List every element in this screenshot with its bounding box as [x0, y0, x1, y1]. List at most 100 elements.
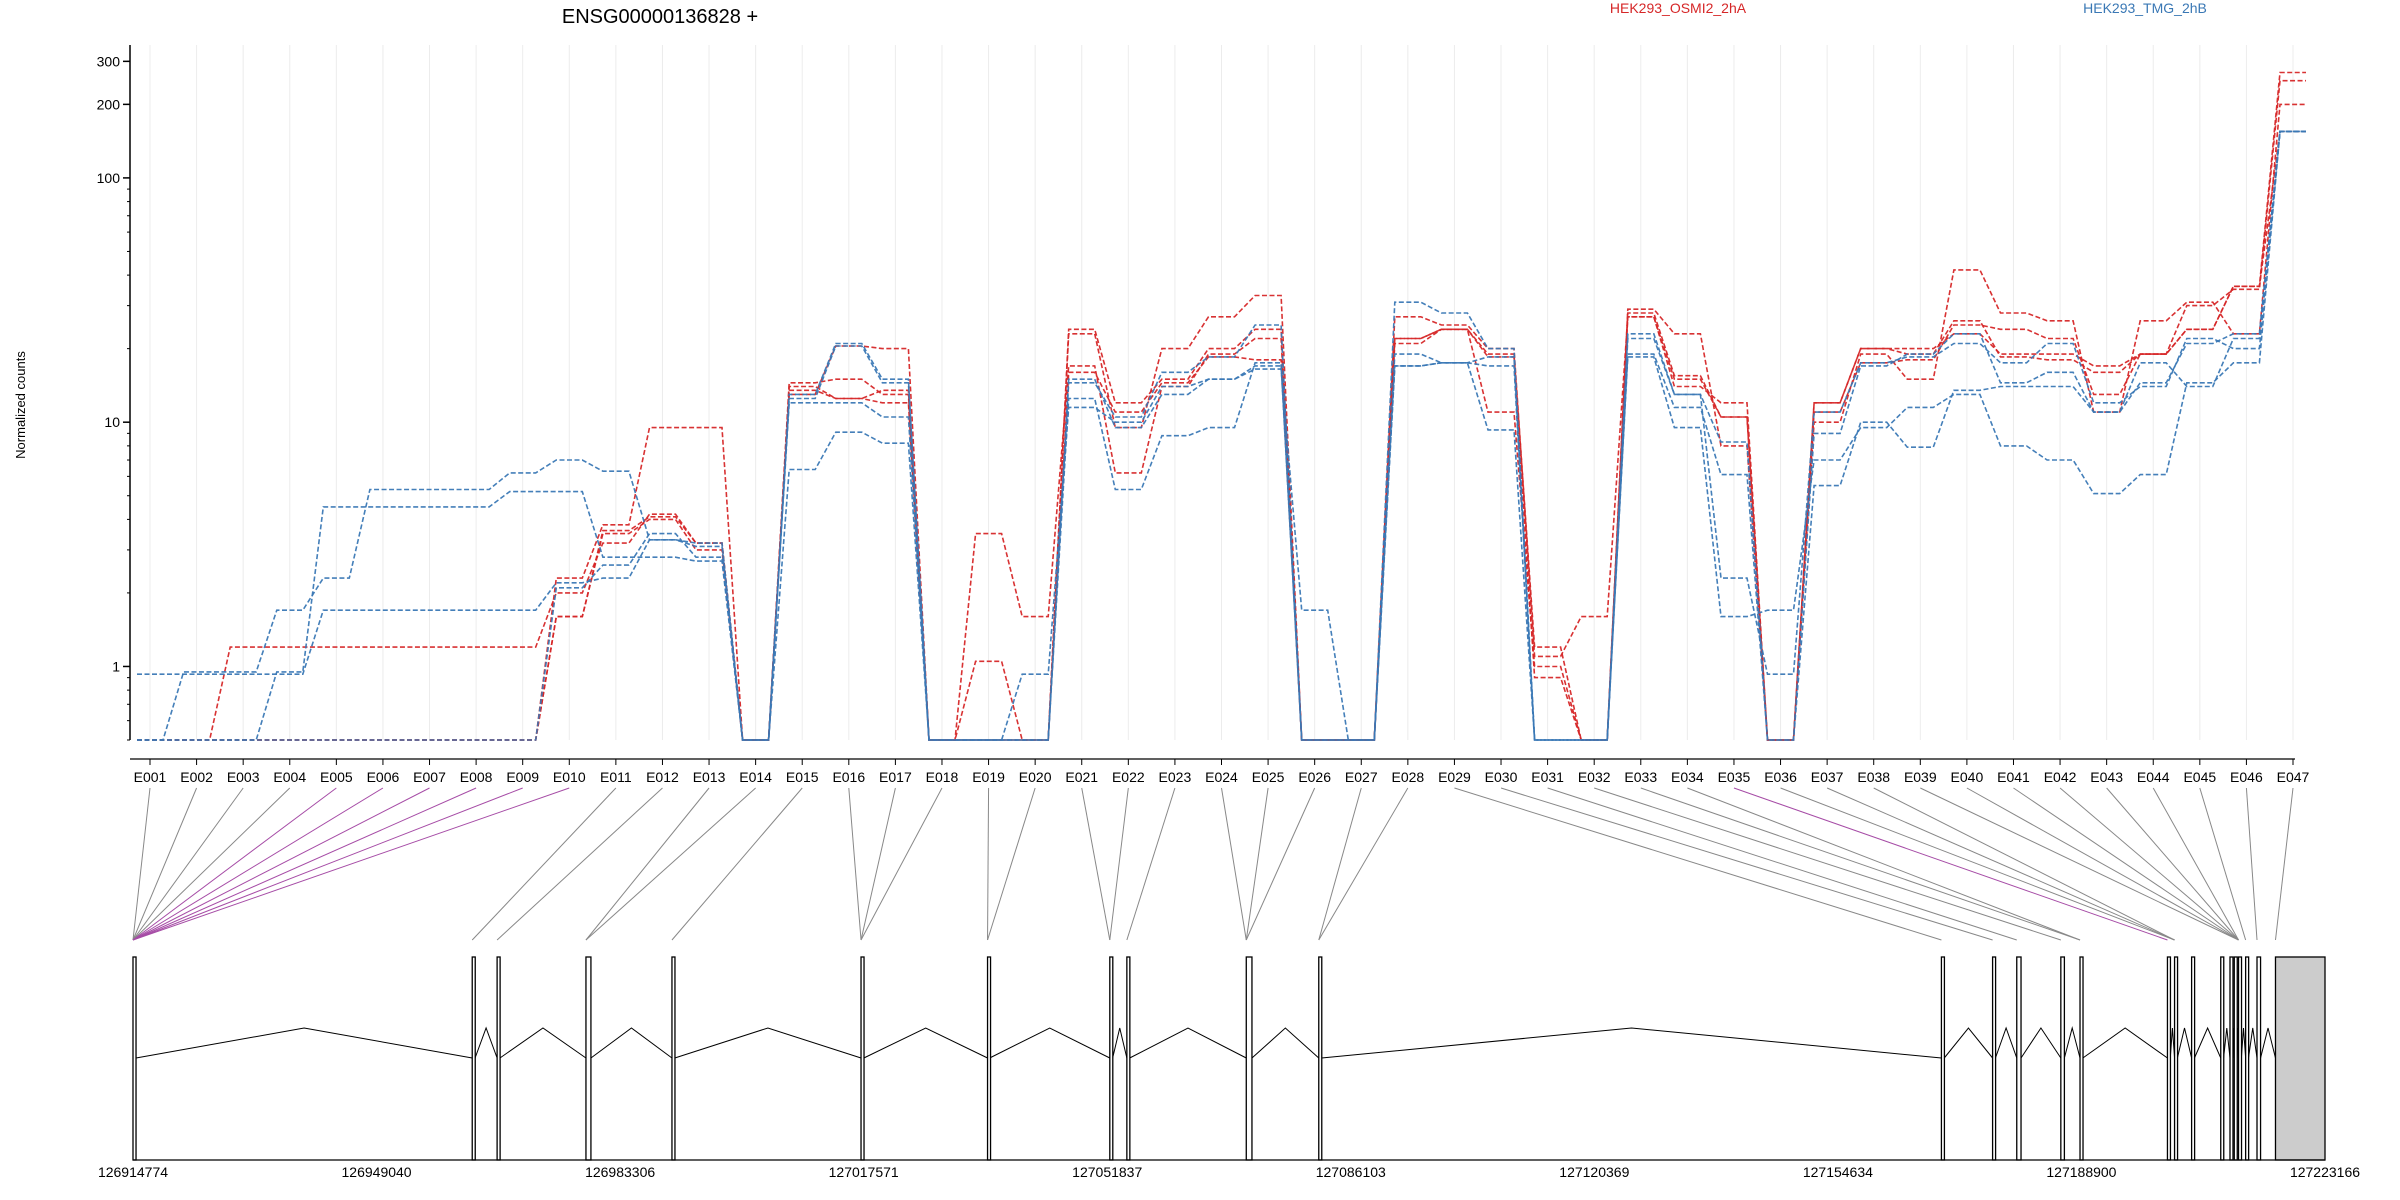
x-tick-label: E046	[2230, 769, 2263, 785]
x-tick-label: E037	[1811, 769, 1844, 785]
exon-connector	[1920, 787, 2239, 941]
x-tick-label: E015	[786, 769, 819, 785]
y-tick-label: 100	[97, 170, 121, 186]
exon-box	[2244, 956, 2250, 1161]
exon-box	[2190, 956, 2196, 1161]
x-tick-label: E039	[1904, 769, 1937, 785]
exon-connector	[1500, 787, 1993, 941]
exon-connector	[1594, 787, 2061, 941]
coordinate-label: 127017571	[829, 1164, 899, 1180]
intron-line	[499, 1027, 587, 1059]
exon-connector	[1547, 787, 2017, 941]
exon-connector	[1245, 787, 1269, 941]
chart-title: ENSG00000136828 +	[562, 6, 758, 28]
legend-entry-osmi2: HEK293_OSMI2_2hA	[1610, 0, 1747, 16]
x-tick-label: E024	[1205, 769, 1238, 785]
exon-connector	[987, 787, 1036, 941]
exon-connector	[1640, 787, 2081, 941]
series-line-2	[137, 79, 2306, 741]
coordinate-label: 127086103	[1316, 1164, 1386, 1180]
exon-connector	[1780, 787, 2175, 941]
intron-line	[674, 1027, 862, 1059]
coordinate-label: 126914774	[98, 1164, 168, 1180]
x-tick-label: E009	[506, 769, 539, 785]
y-tick-label: 1	[112, 658, 120, 674]
intron-line	[474, 1026, 498, 1059]
exon-connector	[2013, 787, 2239, 941]
x-tick-label: E025	[1252, 769, 1285, 785]
coordinate-label: 127188900	[2046, 1164, 2116, 1180]
x-tick-label: E032	[1578, 769, 1611, 785]
exon-connector	[860, 787, 943, 941]
exon-connector	[132, 787, 570, 941]
exon-connector	[671, 787, 803, 941]
exon-connector	[848, 787, 862, 941]
exon-connector	[132, 787, 477, 941]
exon-box	[2274, 956, 2326, 1161]
x-tick-label: E019	[972, 769, 1005, 785]
exon-connector	[585, 787, 756, 941]
intron-line	[2176, 1027, 2193, 1059]
grid-lines	[149, 45, 2294, 740]
intron-line	[1112, 1027, 1128, 1059]
gene-model: 126914774 126949040 126983306 127017571 1270…	[98, 956, 2360, 1180]
exon-box	[496, 956, 501, 1161]
intron-line	[1129, 1027, 1247, 1059]
coordinate-label: 127154634	[1803, 1164, 1873, 1180]
coordinate-label: 127120369	[1559, 1164, 1629, 1180]
exon-connector	[132, 787, 198, 941]
exon-connector	[2106, 787, 2239, 941]
x-tick-label: E042	[2044, 769, 2077, 785]
intron-line	[2193, 1026, 2222, 1059]
exon-connector	[1109, 787, 1129, 941]
x-tick-label: E021	[1065, 769, 1098, 785]
x-tick-label: E006	[367, 769, 400, 785]
exon-connector	[132, 787, 430, 941]
exon-connector	[1318, 787, 1409, 941]
x-tick-label: E018	[926, 769, 959, 785]
coordinate-label: 126983306	[585, 1164, 655, 1180]
exon-connector	[1221, 787, 1247, 941]
x-tick-label: E026	[1298, 769, 1331, 785]
intron-line	[1943, 1027, 1993, 1059]
x-tick-label: E016	[832, 769, 865, 785]
x-tick-label: E044	[2137, 769, 2170, 785]
x-tick-label: E007	[413, 769, 446, 785]
exon-connector	[496, 787, 663, 941]
exon-box	[860, 956, 865, 1161]
x-tick-label: E005	[320, 769, 353, 785]
intron-line	[989, 1027, 1111, 1059]
exon-box	[1940, 956, 1946, 1161]
x-tick-label: E036	[1764, 769, 1797, 785]
exon-connector	[1454, 787, 1942, 941]
intron-line	[2020, 1027, 2062, 1059]
exon-connector	[132, 787, 244, 941]
exon-connectors	[132, 787, 2294, 941]
intron-line	[2063, 1026, 2081, 1059]
exon-box	[1109, 956, 1114, 1161]
coordinate-label: 126949040	[342, 1164, 412, 1180]
exon-connector	[132, 787, 523, 941]
intron-line	[135, 1027, 473, 1059]
x-tick-label: E004	[273, 769, 306, 785]
intron-line	[2247, 1027, 2258, 1059]
intron-line	[2082, 1027, 2168, 1059]
exon-connector	[1318, 787, 1362, 941]
exon-connector	[2152, 787, 2239, 941]
exon-box	[471, 956, 476, 1161]
exon-box	[132, 956, 137, 1161]
exon-connector	[132, 787, 384, 941]
exon-box	[2079, 956, 2084, 1161]
intron-line	[1251, 1027, 1320, 1059]
y-tick-label: 200	[97, 96, 121, 112]
coordinate-label: 127223166	[2290, 1164, 2360, 1180]
exon-connector	[1126, 787, 1176, 941]
exon-connector	[2245, 787, 2258, 941]
exon-connector	[585, 787, 710, 941]
exon-connector	[1687, 787, 2081, 941]
intron-line	[2223, 1027, 2231, 1059]
y-tick-label: 10	[104, 414, 120, 430]
exon-box	[1245, 956, 1253, 1161]
